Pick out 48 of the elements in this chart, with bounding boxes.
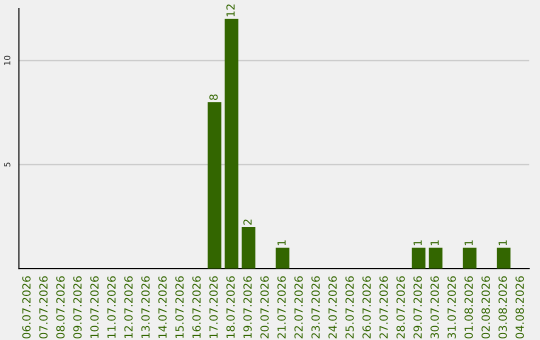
bar <box>412 248 426 269</box>
x-tick-label: 08.07.2026 <box>56 276 65 338</box>
bar <box>462 248 476 269</box>
x-tick-label: 21.07.2026 <box>277 276 286 338</box>
data-label: 8 <box>209 94 218 100</box>
bar <box>224 18 238 269</box>
x-tick-label: 12.07.2026 <box>124 276 133 338</box>
x-tick-label: 03.08.2026 <box>498 276 507 338</box>
x-tick-label: 04.08.2026 <box>516 276 524 338</box>
data-label: 1 <box>430 240 439 246</box>
y-tick-label: 10 <box>4 56 10 65</box>
x-tick-label: 29.07.2026 <box>413 276 422 338</box>
data-label: 1 <box>464 240 473 246</box>
x-tick-label: 31.07.2026 <box>447 276 456 338</box>
x-tick-label: 11.07.2026 <box>107 276 116 338</box>
data-label: 1 <box>278 240 286 246</box>
bar <box>496 248 510 269</box>
x-tick-label: 24.07.2026 <box>328 276 337 338</box>
data-label: 1 <box>498 240 507 246</box>
x-tick-label: 02.08.2026 <box>481 276 490 338</box>
bar <box>276 248 290 269</box>
bar <box>242 226 256 269</box>
x-tick-label: 22.07.2026 <box>294 276 303 338</box>
data-label: 2 <box>243 220 252 225</box>
x-tick-label: 16.07.2026 <box>192 276 201 338</box>
bar <box>208 102 222 269</box>
x-tick-label: 23.07.2026 <box>311 276 320 338</box>
x-tick-label: 10.07.2026 <box>90 276 99 338</box>
x-tick-label: 07.07.2026 <box>39 276 48 338</box>
x-tick-label: 19.07.2026 <box>243 276 252 338</box>
x-tick-label: 06.07.2026 <box>22 276 31 338</box>
x-tick-label: 18.07.2026 <box>226 276 235 338</box>
bar <box>428 248 442 269</box>
x-tick-label: 20.07.2026 <box>260 276 269 338</box>
x-tick-label: 15.07.2026 <box>175 276 184 338</box>
x-tick-label: 09.07.2026 <box>73 276 82 338</box>
x-tick-label: 28.07.2026 <box>396 276 405 338</box>
x-tick-label: 30.07.2026 <box>430 276 439 338</box>
data-label: 12 <box>226 4 235 16</box>
x-tick-label: 13.07.2026 <box>141 276 150 338</box>
x-tick-label: 14.07.2026 <box>158 276 167 338</box>
data-label: 1 <box>414 240 422 246</box>
x-tick-label: 26.07.2026 <box>362 276 371 338</box>
x-tick-label: 27.07.2026 <box>379 276 388 338</box>
x-tick-label: 01.08.2026 <box>464 276 473 338</box>
x-tick-label: 25.07.2026 <box>345 276 354 338</box>
x-tick-label: 17.07.2026 <box>209 276 218 338</box>
y-tick-label: 5 <box>4 162 10 167</box>
